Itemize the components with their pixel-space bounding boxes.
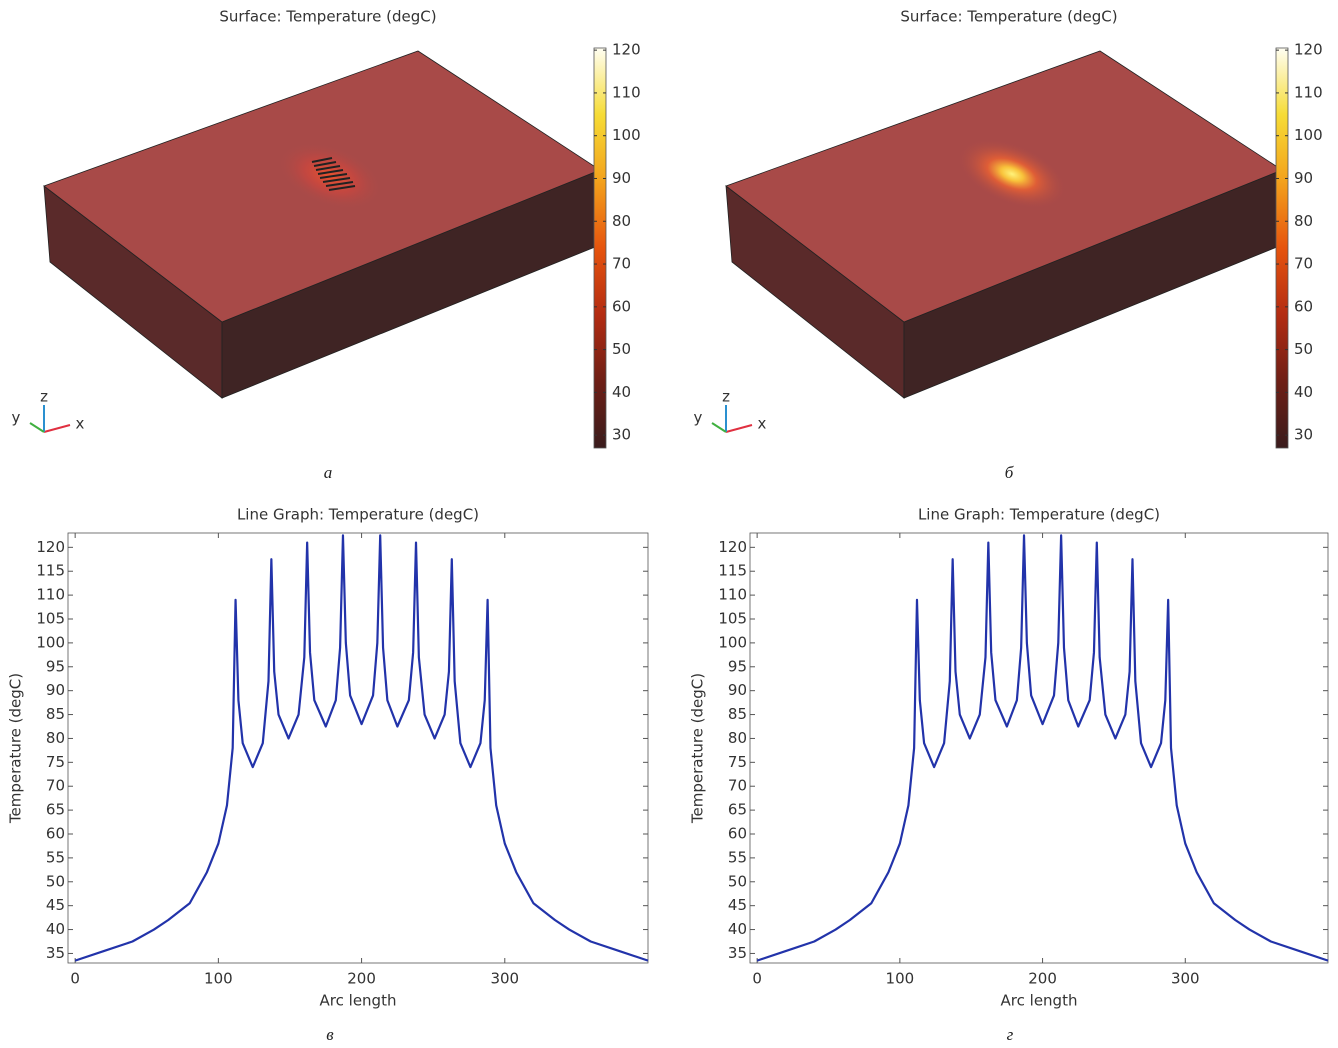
caption: а	[324, 463, 333, 482]
y-tick-label: 95	[46, 657, 65, 675]
y-tick-label: 115	[36, 562, 65, 580]
y-tick-label: 65	[46, 801, 65, 819]
y-tick-label: 95	[728, 657, 747, 675]
x-tick-label: 0	[752, 970, 762, 988]
y-tick-label: 40	[728, 920, 747, 938]
y-tick-label: 60	[728, 825, 747, 843]
y-tick-label: 120	[36, 538, 65, 556]
chart-title: Line Graph: Temperature (degC)	[237, 506, 479, 524]
colorbar-label: 30	[1294, 426, 1313, 444]
y-tick-label: 110	[36, 586, 65, 604]
x-axis-label: Arc length	[320, 992, 397, 1010]
y-tick-label: 35	[728, 944, 747, 962]
y-tick-label: 105	[36, 610, 65, 628]
triad-label: x	[758, 415, 767, 433]
caption: г	[1007, 1025, 1014, 1044]
block-a	[44, 51, 600, 398]
x-tick-label: 200	[1028, 970, 1057, 988]
y-tick-label: 105	[718, 610, 747, 628]
colorbar-label: 120	[612, 41, 641, 59]
y-tick-label: 75	[728, 753, 747, 771]
triad-label: z	[40, 388, 48, 406]
colorbar-label: 50	[612, 340, 631, 358]
colorbar-label: 90	[1294, 169, 1313, 187]
triad-axis	[44, 425, 70, 432]
y-tick-label: 115	[718, 562, 747, 580]
triad-axis	[712, 423, 726, 432]
y-tick-label: 85	[46, 705, 65, 723]
y-tick-label: 80	[46, 729, 65, 747]
x-tick-label: 100	[204, 970, 233, 988]
colorbar-label: 40	[612, 383, 631, 401]
y-tick-label: 70	[728, 777, 747, 795]
colorbar-label: 30	[612, 426, 631, 444]
triad-label: z	[722, 388, 730, 406]
y-tick-label: 85	[728, 705, 747, 723]
y-axis-label: Temperature (degC)	[689, 673, 707, 824]
y-tick-label: 60	[46, 825, 65, 843]
x-axis-label: Arc length	[1001, 992, 1078, 1010]
colorbar	[594, 48, 606, 448]
triad-axis	[30, 423, 44, 432]
y-tick-label: 110	[718, 586, 747, 604]
caption: б	[1005, 463, 1014, 482]
colorbar-label: 40	[1294, 383, 1313, 401]
triad-label: y	[694, 409, 703, 427]
x-tick-label: 200	[347, 970, 376, 988]
figure: Surface: Temperature (degC) а 30 40 50 60 70 80…	[0, 0, 1338, 1048]
colorbar-label: 110	[1294, 83, 1323, 101]
y-tick-label: 70	[46, 777, 65, 795]
triad-axis	[726, 425, 752, 432]
colorbar-label: 100	[612, 126, 641, 144]
colorbar-label: 60	[1294, 297, 1313, 315]
x-tick-label: 100	[886, 970, 915, 988]
triad-label: x	[76, 415, 85, 433]
y-tick-label: 100	[718, 633, 747, 651]
y-tick-label: 55	[46, 848, 65, 866]
colorbar-label: 90	[612, 169, 631, 187]
colorbar-label: 50	[1294, 340, 1313, 358]
x-tick-label: 300	[1171, 970, 1200, 988]
x-tick-label: 300	[490, 970, 519, 988]
colorbar-label: 110	[612, 83, 641, 101]
colorbar-label: 120	[1294, 41, 1323, 59]
y-tick-label: 90	[46, 681, 65, 699]
y-tick-label: 65	[728, 801, 747, 819]
triad-label: y	[12, 409, 21, 427]
colorbar-label: 60	[612, 297, 631, 315]
y-tick-label: 45	[728, 896, 747, 914]
y-axis-label: Temperature (degC)	[7, 673, 25, 824]
colorbar-label: 70	[1294, 255, 1313, 273]
y-tick-label: 40	[46, 920, 65, 938]
x-tick-label: 0	[70, 970, 80, 988]
y-tick-label: 75	[46, 753, 65, 771]
y-tick-label: 45	[46, 896, 65, 914]
y-tick-label: 55	[728, 848, 747, 866]
y-tick-label: 35	[46, 944, 65, 962]
data-line	[75, 535, 648, 960]
y-tick-label: 120	[718, 538, 747, 556]
colorbar	[1276, 48, 1288, 448]
data-line	[757, 535, 1328, 960]
y-tick-label: 80	[728, 729, 747, 747]
y-tick-label: 50	[728, 872, 747, 890]
y-tick-label: 50	[46, 872, 65, 890]
block-b	[726, 51, 1282, 398]
chart-title: Surface: Temperature (degC)	[900, 8, 1117, 26]
colorbar-label: 100	[1294, 126, 1323, 144]
plot-frame	[750, 533, 1328, 963]
colorbar-label: 70	[612, 255, 631, 273]
colorbar-label: 80	[612, 212, 631, 230]
y-tick-label: 90	[728, 681, 747, 699]
y-tick-label: 100	[36, 633, 65, 651]
caption: в	[326, 1025, 334, 1044]
colorbar-label: 80	[1294, 212, 1313, 230]
chart-title: Surface: Temperature (degC)	[219, 8, 436, 26]
plot-frame	[68, 533, 648, 963]
chart-title: Line Graph: Temperature (degC)	[918, 506, 1160, 524]
